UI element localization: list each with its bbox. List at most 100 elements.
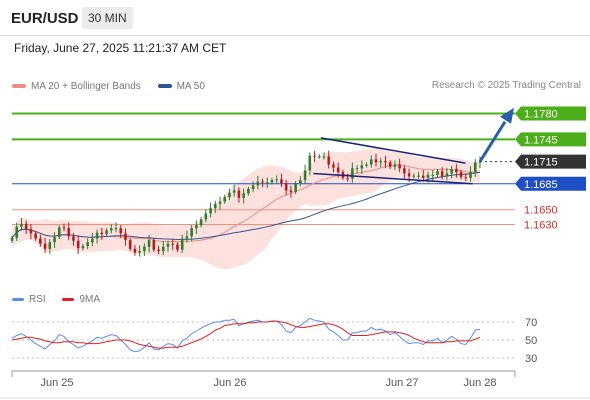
candle-body bbox=[280, 179, 283, 184]
candle-body bbox=[360, 165, 364, 169]
timeframe-badge[interactable]: 30 MIN bbox=[82, 7, 133, 29]
candle bbox=[67, 222, 71, 241]
candle-body bbox=[440, 171, 444, 177]
candle-body bbox=[317, 156, 321, 158]
legend-swatch-rsi bbox=[12, 298, 24, 301]
candle bbox=[360, 160, 364, 175]
candle-body bbox=[232, 190, 236, 193]
candle bbox=[213, 200, 217, 214]
ma50-line bbox=[11, 171, 481, 241]
candle-body bbox=[403, 168, 406, 174]
candle-body bbox=[43, 243, 47, 249]
candle bbox=[43, 237, 47, 253]
legend-label-rsi: RSI bbox=[29, 294, 46, 305]
bollinger-band bbox=[12, 147, 480, 269]
candle-body bbox=[237, 190, 241, 198]
candle-body bbox=[166, 243, 170, 247]
legend-swatch-rsi-ma bbox=[62, 298, 75, 301]
candle bbox=[403, 165, 406, 179]
legend-label-ma50: MA 50 bbox=[176, 80, 205, 92]
candle-body bbox=[332, 164, 335, 168]
level-label-1.1715: 1.1715 bbox=[524, 157, 558, 169]
header-bar: EUR/USD 30 MIN bbox=[0, 0, 590, 36]
candle-body bbox=[62, 227, 66, 229]
candle bbox=[237, 187, 241, 203]
level-label-1.1745: 1.1745 bbox=[524, 134, 558, 146]
level-tag-1.1745 bbox=[515, 132, 586, 147]
candle bbox=[15, 222, 19, 241]
candle-body bbox=[398, 164, 401, 169]
level-tag-1.1685 bbox=[515, 176, 586, 191]
candle-body bbox=[171, 243, 175, 245]
candle-body bbox=[374, 159, 378, 163]
candle-body bbox=[384, 160, 387, 163]
candle-body bbox=[322, 156, 326, 158]
candle-body bbox=[393, 164, 397, 167]
candle-body bbox=[109, 228, 113, 231]
legend-swatch-ma20 bbox=[12, 84, 26, 88]
candle bbox=[209, 202, 212, 218]
candle bbox=[185, 230, 189, 243]
legend-swatch-ma50 bbox=[157, 84, 172, 88]
candle-body bbox=[209, 208, 212, 214]
candle bbox=[317, 154, 321, 159]
candle bbox=[256, 175, 260, 190]
candle-body bbox=[445, 173, 449, 177]
candle-body bbox=[124, 233, 127, 241]
candle bbox=[39, 234, 42, 247]
candle bbox=[76, 235, 80, 254]
candle bbox=[232, 184, 236, 197]
candle bbox=[114, 222, 118, 233]
candle bbox=[138, 245, 141, 257]
candle-body bbox=[365, 164, 368, 166]
candle-body bbox=[450, 169, 453, 174]
candle bbox=[322, 152, 326, 160]
candle-body bbox=[412, 175, 416, 177]
candle bbox=[351, 162, 354, 183]
candle bbox=[152, 237, 156, 252]
candle-body bbox=[303, 170, 307, 181]
candle-body bbox=[204, 213, 208, 220]
candle-body bbox=[86, 242, 89, 246]
candle bbox=[327, 150, 331, 169]
candle bbox=[24, 220, 28, 234]
candle-body bbox=[218, 201, 222, 204]
candle bbox=[86, 238, 89, 250]
candle-body bbox=[10, 237, 14, 241]
candle-body bbox=[15, 226, 19, 238]
candle-body bbox=[157, 249, 160, 252]
candle bbox=[176, 242, 179, 252]
symbol-title: EUR/USD bbox=[11, 10, 79, 27]
legend-item-rsi-ma: 9MA bbox=[62, 294, 100, 305]
candle-body bbox=[473, 162, 477, 172]
candle-body bbox=[24, 223, 28, 229]
candle bbox=[440, 167, 444, 180]
candle-body bbox=[91, 238, 94, 243]
candle bbox=[223, 194, 227, 204]
candle-body bbox=[417, 175, 420, 177]
candle bbox=[242, 188, 245, 204]
candle-body bbox=[464, 177, 468, 179]
candle bbox=[393, 160, 397, 170]
candle-body bbox=[57, 227, 61, 238]
candle bbox=[469, 166, 472, 182]
candle bbox=[374, 153, 378, 167]
candle-body bbox=[294, 183, 297, 192]
candle bbox=[247, 186, 250, 196]
candle bbox=[299, 176, 302, 187]
candle-body bbox=[351, 168, 354, 179]
candle-body bbox=[185, 236, 189, 239]
legend-label-rsi-ma: 9MA bbox=[79, 294, 101, 305]
rsi-tick-label-50: 50 bbox=[525, 335, 537, 347]
candle bbox=[147, 235, 151, 253]
candle bbox=[450, 165, 453, 179]
candle bbox=[105, 228, 108, 237]
level-label-1.1780: 1.1780 bbox=[524, 109, 558, 121]
legend-label-ma20: MA 20 + Bollinger Bands bbox=[31, 80, 141, 92]
candle bbox=[417, 171, 420, 179]
candle-body bbox=[426, 174, 430, 178]
level-label-1.1630: 1.1630 bbox=[524, 220, 558, 232]
candle bbox=[124, 228, 127, 246]
candle-body bbox=[284, 183, 288, 191]
